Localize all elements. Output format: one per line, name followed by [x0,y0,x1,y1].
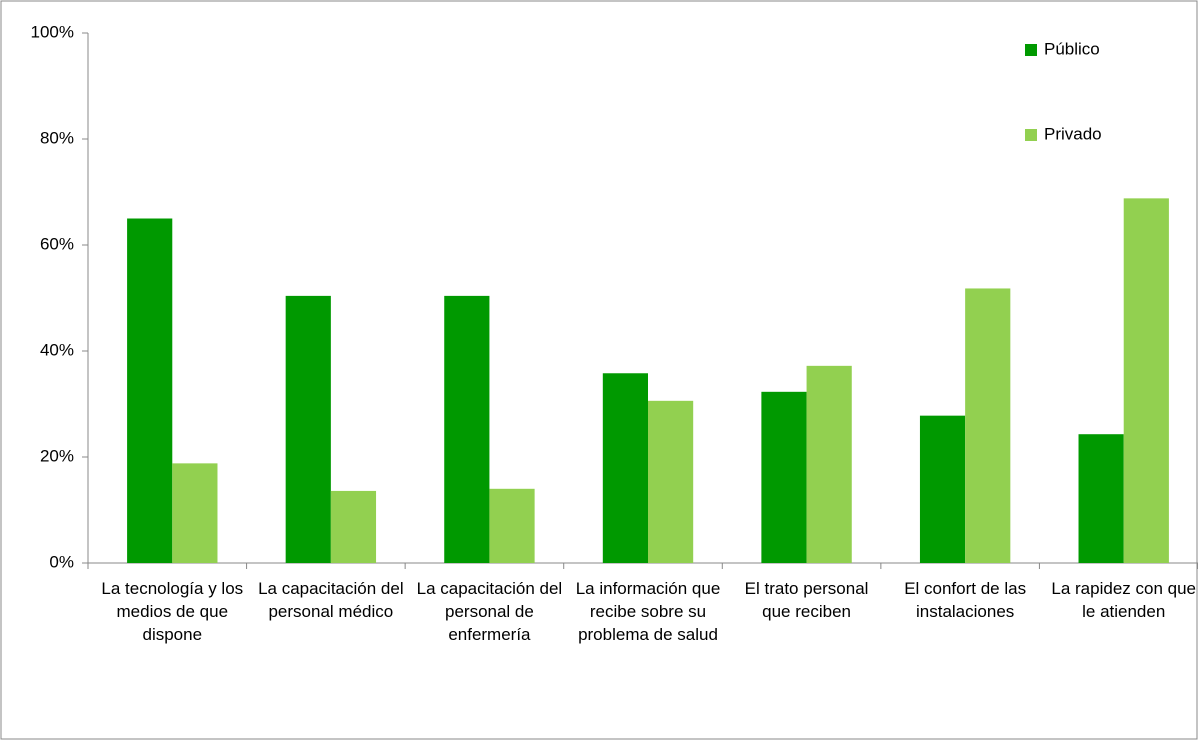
bar [285,295,331,563]
bar [965,288,1011,563]
x-tick-label: La información que recibe sobre su probl… [575,579,721,644]
y-tick-label: 20% [40,446,74,465]
bar [648,400,694,563]
bar [1078,434,1124,563]
x-tick-label: La rapidez con que le atienden [1051,579,1196,621]
bar [127,218,173,563]
bar [444,295,490,563]
legend-swatch [1025,129,1037,141]
x-tick-label: El trato personal que reciben [744,579,869,621]
x-tick-label: La tecnología y los medios de que dispon… [101,579,244,644]
x-tick-label: La capacitación del personal médico [258,579,404,621]
legend-label: Público [1044,39,1100,58]
bar [602,373,648,563]
bar [919,415,966,563]
bar [489,488,535,563]
bar [330,490,377,563]
bar [761,391,807,563]
bar [806,365,852,563]
x-tick-label: La capacitación del personal de enfermer… [416,579,563,644]
y-tick-label: 0% [49,552,74,571]
y-tick-label: 80% [40,128,74,147]
y-tick-label: 40% [40,340,74,359]
y-tick-label: 100% [31,22,74,41]
bar [1123,198,1169,564]
bar [172,463,218,563]
x-tick-label: El confort de las instalaciones [904,579,1027,621]
legend-swatch [1025,44,1037,56]
y-tick-label: 60% [40,234,74,253]
legend-label: Privado [1044,124,1102,143]
